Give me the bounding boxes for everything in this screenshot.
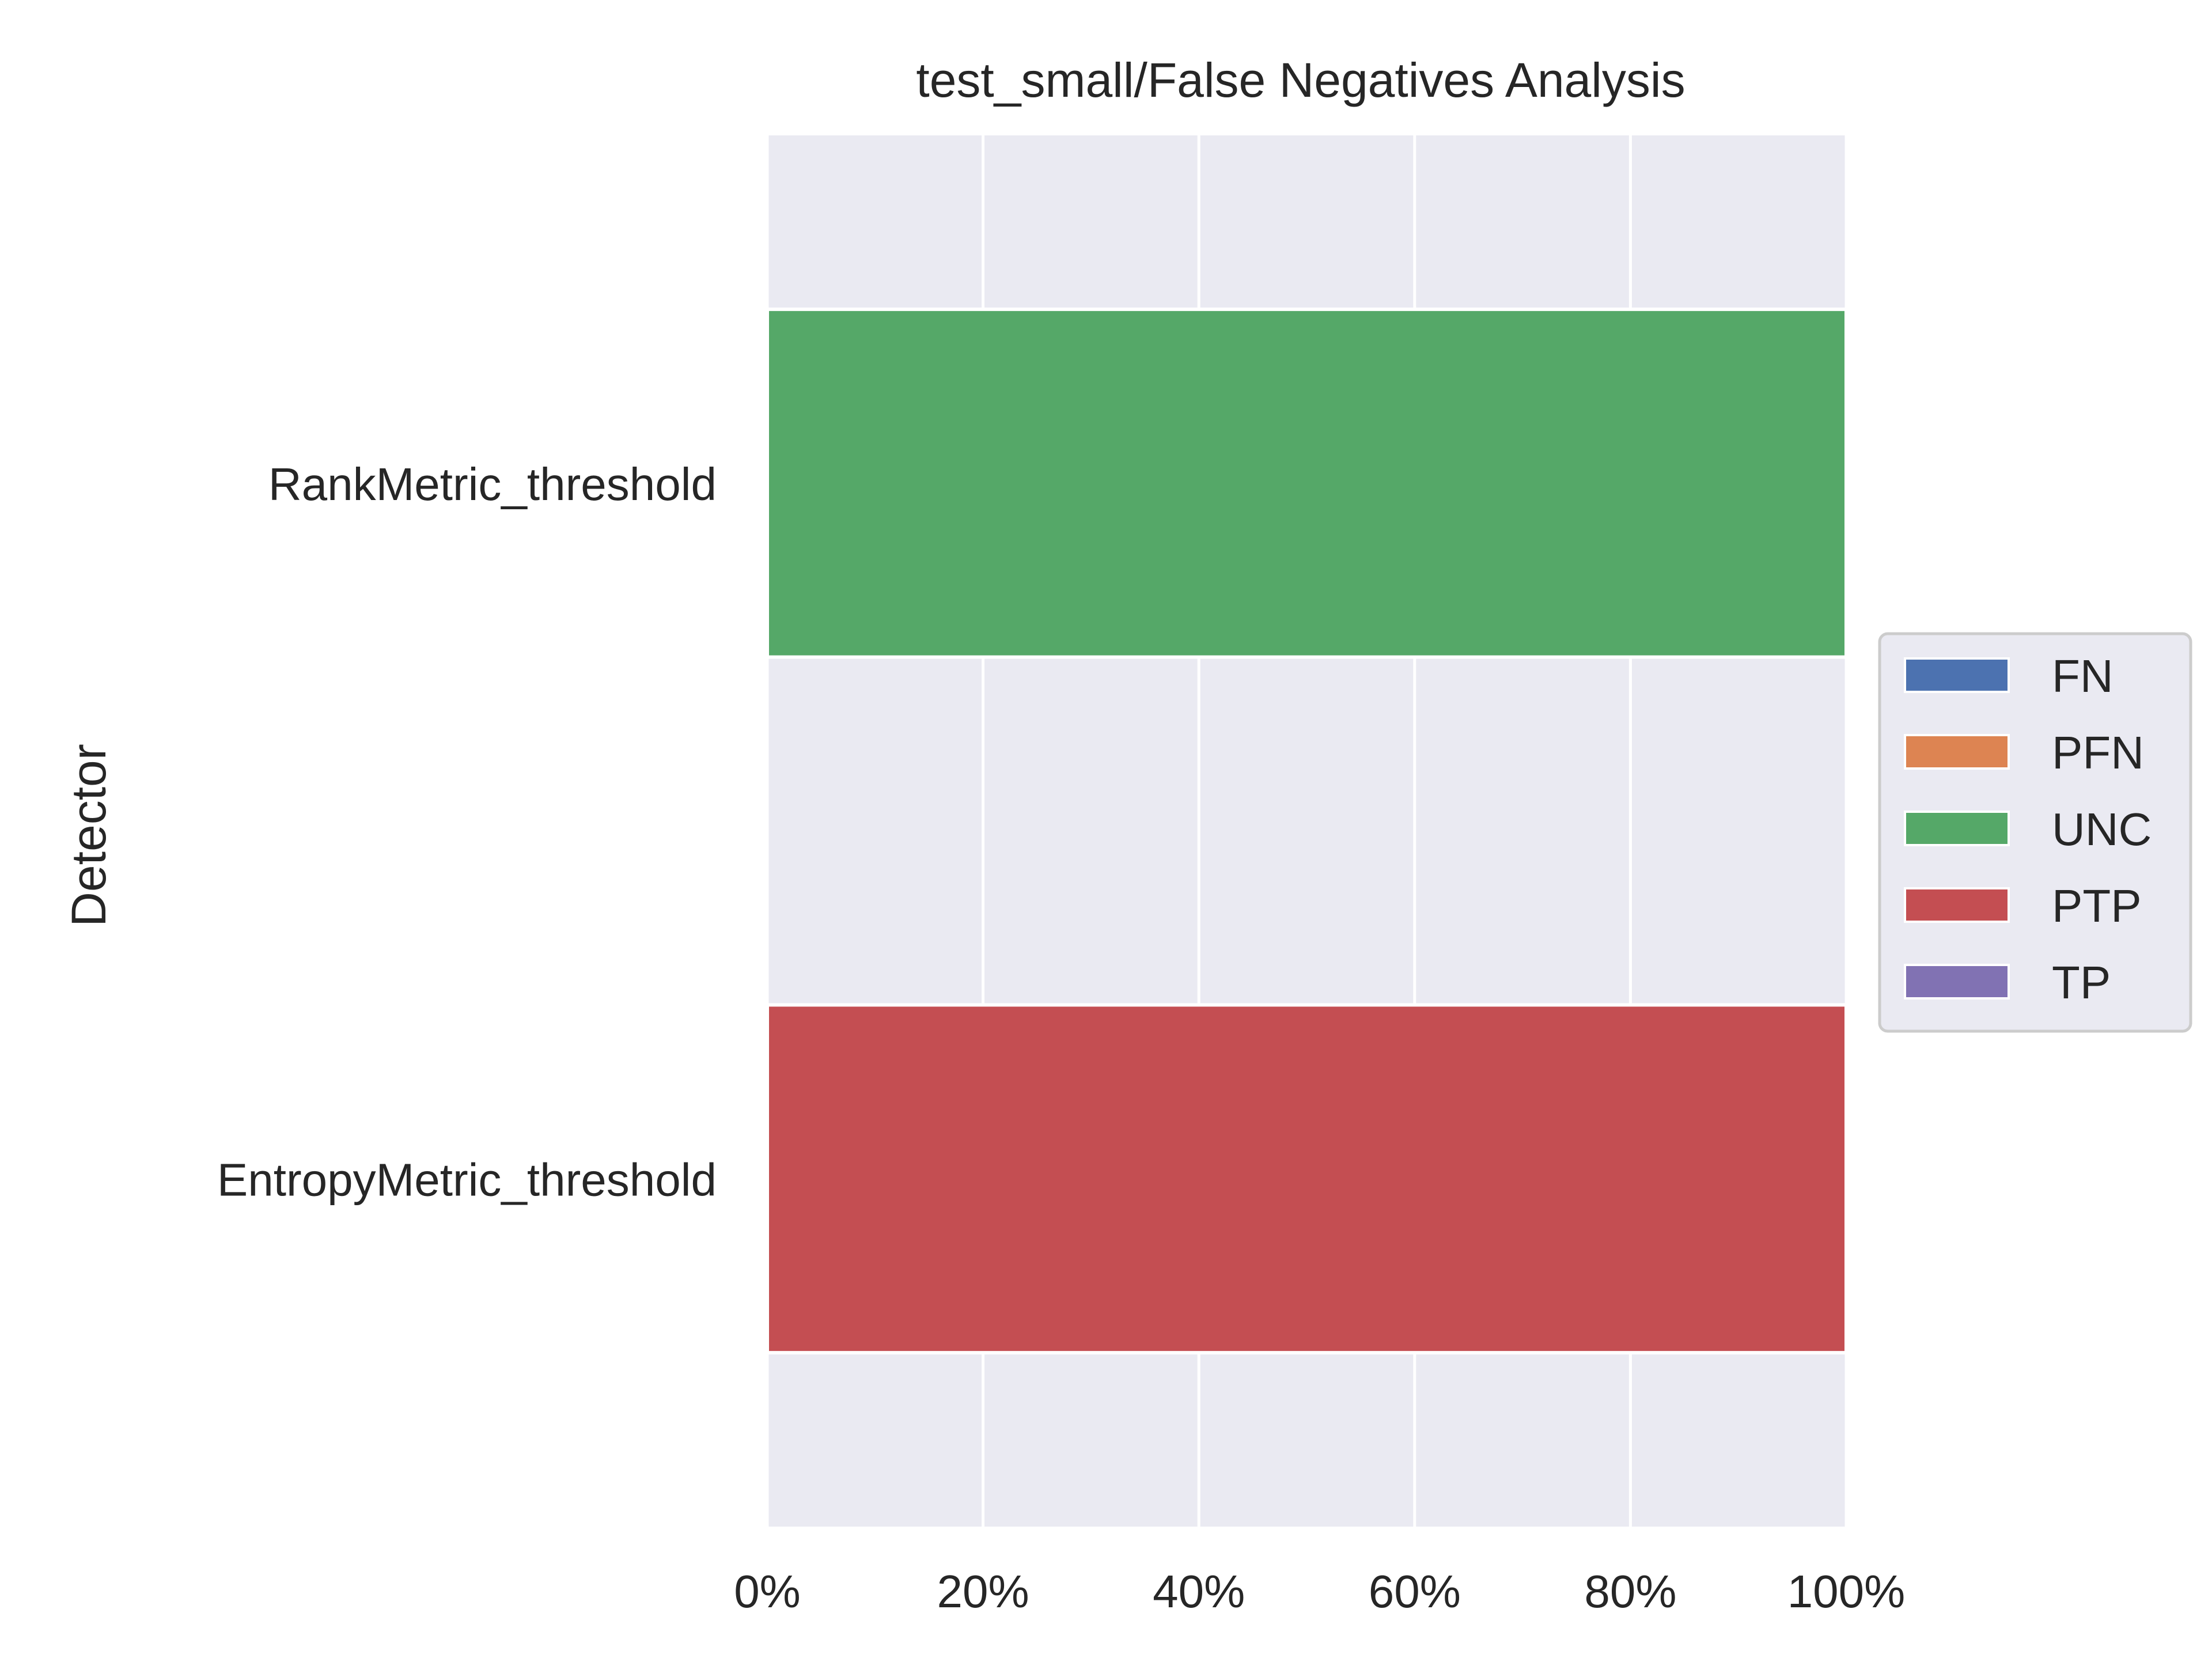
legend: FN PFN UNC PTP TP — [1878, 632, 2192, 1033]
y-tick-labels: RankMetric_threshold EntropyMetric_thresh… — [217, 459, 717, 1206]
legend-frame — [1878, 632, 2192, 1033]
x-tick-label: 40% — [1153, 1566, 1245, 1617]
x-tick-label: 0% — [734, 1566, 801, 1617]
bar-unc — [766, 307, 1848, 659]
plot-area — [766, 135, 1848, 1527]
legend-label-pfn: PFN — [2052, 727, 2144, 778]
legend-swatch-ptp — [1904, 887, 2010, 923]
legend-label-unc: UNC — [2052, 804, 2152, 855]
legend-swatch-pfn — [1904, 734, 2010, 770]
x-tick-label: 20% — [937, 1566, 1029, 1617]
legend-label-ptp: PTP — [2052, 880, 2142, 932]
legend-swatch-tp — [1904, 964, 2010, 1000]
x-tick-label: 60% — [1369, 1566, 1461, 1617]
legend-swatch-fn — [1904, 657, 2010, 693]
x-tick-label: 80% — [1584, 1566, 1676, 1617]
legend-label-fn: FN — [2052, 650, 2113, 702]
x-tick-labels: 0% 20% 40% 60% 80% 100% — [734, 1566, 1905, 1617]
bar-ptp — [766, 1003, 1848, 1355]
x-tick-label: 100% — [1787, 1566, 1906, 1617]
y-axis-label: Detector — [62, 744, 116, 926]
y-tick-label: EntropyMetric_threshold — [217, 1154, 717, 1205]
y-tick-label: RankMetric_threshold — [268, 459, 717, 510]
legend-label-tp: TP — [2052, 957, 2111, 1008]
chart-title: test_small/False Negatives Analysis — [916, 53, 1685, 107]
legend-swatch-unc — [1904, 811, 2010, 846]
